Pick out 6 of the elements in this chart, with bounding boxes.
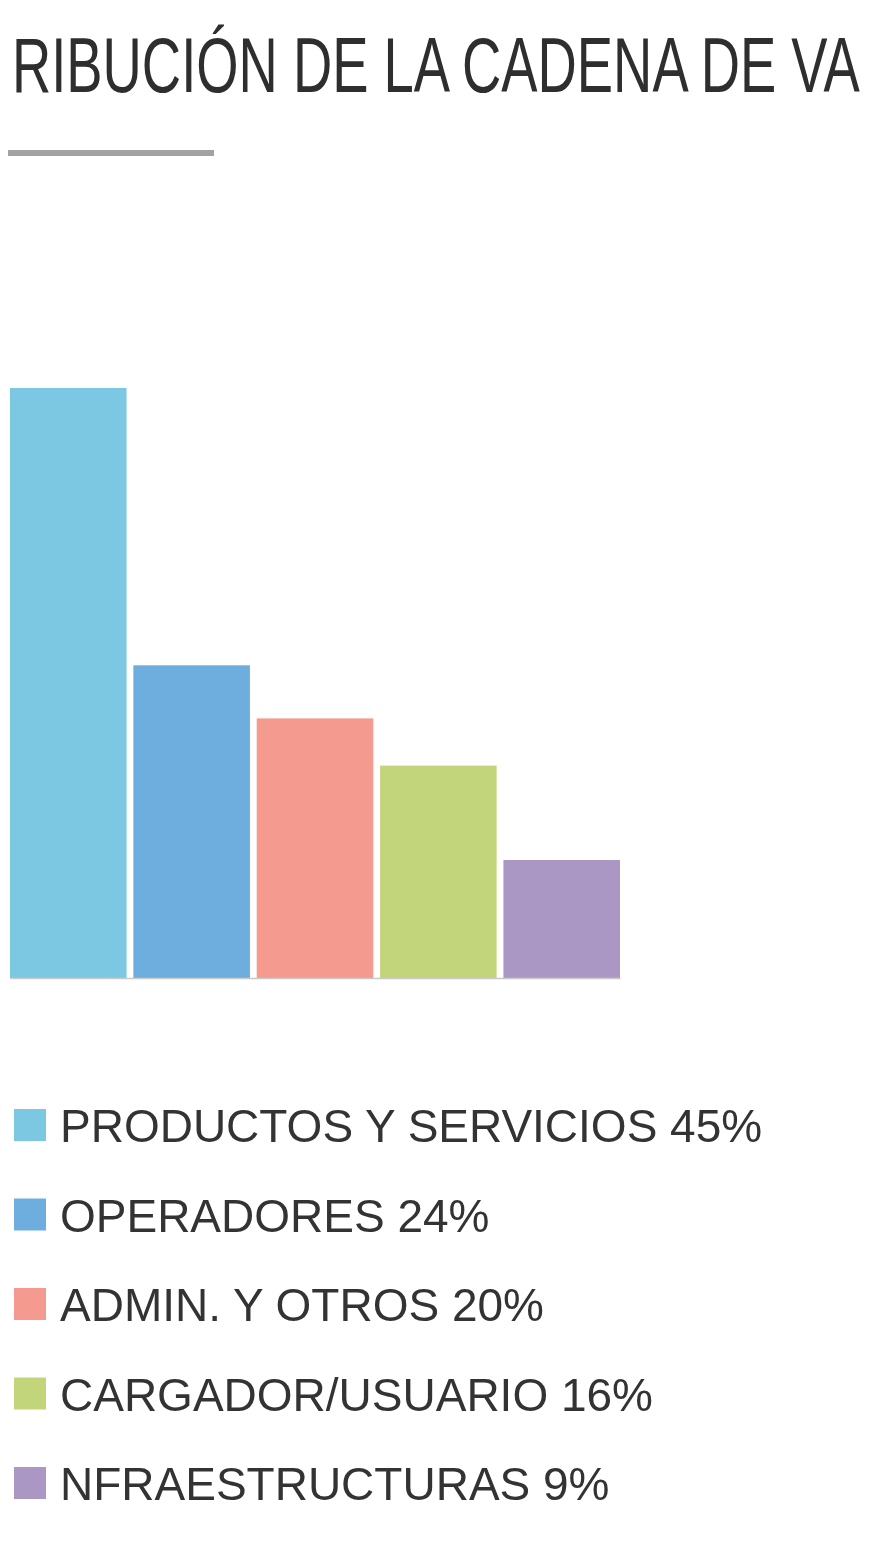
legend-label: ADMIN. Y OTROS 20% (60, 1279, 544, 1331)
legend-label: CARGADOR/USUARIO 16% (60, 1368, 654, 1421)
legend-label: PRODUCTOS Y SERVICIOS 45% (60, 1100, 763, 1152)
legend-label: NFRAESTRUCTURAS 9% (60, 1458, 610, 1510)
legend-label: OPERADORES 24% (60, 1189, 490, 1242)
chart-title: RIBUCIÓN DE LA CADENA DE VA (12, 21, 860, 109)
